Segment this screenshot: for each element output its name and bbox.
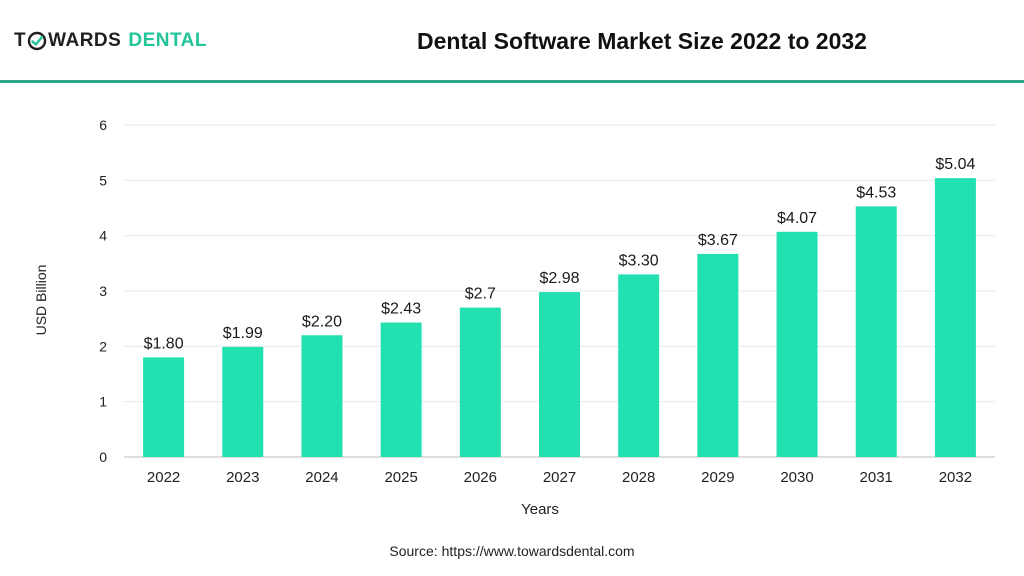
source-note: Source: https://www.towardsdental.com xyxy=(0,543,1024,559)
x-tick-label: 2030 xyxy=(780,469,813,486)
bar xyxy=(697,253,739,457)
logo-text-right: DENTAL xyxy=(128,30,207,51)
bars xyxy=(143,178,976,457)
bar xyxy=(222,346,264,457)
page-title: Dental Software Market Size 2022 to 2032 xyxy=(417,28,867,54)
x-tick-label: 2024 xyxy=(305,469,338,486)
bar xyxy=(459,307,501,457)
y-tick-label: 5 xyxy=(99,172,107,188)
data-label: $5.04 xyxy=(935,156,975,173)
data-label: $4.53 xyxy=(856,184,896,201)
brand-logo: T WARDS DENTAL xyxy=(14,28,207,54)
bar xyxy=(143,357,185,457)
x-tick-label: 2025 xyxy=(384,469,417,486)
data-label: $1.80 xyxy=(144,335,184,352)
data-label: $2.43 xyxy=(381,301,421,318)
tooth-check-icon xyxy=(27,31,47,51)
data-label: $1.99 xyxy=(223,325,263,342)
data-labels: $1.80 $1.99 $2.20 $2.43 $2.7 $2.98 $3.30 $3.67 $… xyxy=(144,156,976,352)
x-tick-label: 2031 xyxy=(860,469,893,486)
bar xyxy=(539,292,580,457)
y-axis-label: USD Billion xyxy=(33,265,49,336)
x-tick-label: 2029 xyxy=(701,469,734,486)
logo-text-left: T xyxy=(14,30,27,51)
source-url[interactable]: https://www.towardsdental.com xyxy=(441,543,635,559)
data-label: $2.98 xyxy=(539,270,579,287)
y-tick-label: 1 xyxy=(99,394,107,410)
logo-text-mid: WARDS xyxy=(48,30,122,51)
y-tick-label: 4 xyxy=(99,228,107,244)
x-tick-label: 2026 xyxy=(464,469,497,486)
x-tick-label: 2027 xyxy=(543,469,576,486)
source-label: Source: xyxy=(389,543,438,559)
data-label: $3.67 xyxy=(698,232,738,249)
bar xyxy=(934,178,976,457)
data-label: $2.20 xyxy=(302,313,342,330)
x-axis-label: Years xyxy=(521,501,559,518)
bar xyxy=(618,274,660,457)
y-tick-label: 2 xyxy=(99,338,107,354)
bar xyxy=(855,206,897,457)
y-tick-label: 6 xyxy=(99,117,107,133)
y-tick-label: 0 xyxy=(99,449,107,465)
data-label: $4.07 xyxy=(777,210,817,227)
data-label: $3.30 xyxy=(619,252,659,269)
x-tick-label: 2028 xyxy=(622,469,655,486)
x-tick-label: 2032 xyxy=(939,469,972,486)
data-label: $2.7 xyxy=(465,286,496,303)
bar xyxy=(776,231,818,457)
bar xyxy=(380,322,422,457)
bar xyxy=(301,335,343,457)
x-tick-label: 2022 xyxy=(147,469,180,486)
x-tick-label: 2023 xyxy=(226,469,259,486)
header-divider xyxy=(0,80,1024,83)
y-tick-label: 3 xyxy=(99,283,107,299)
